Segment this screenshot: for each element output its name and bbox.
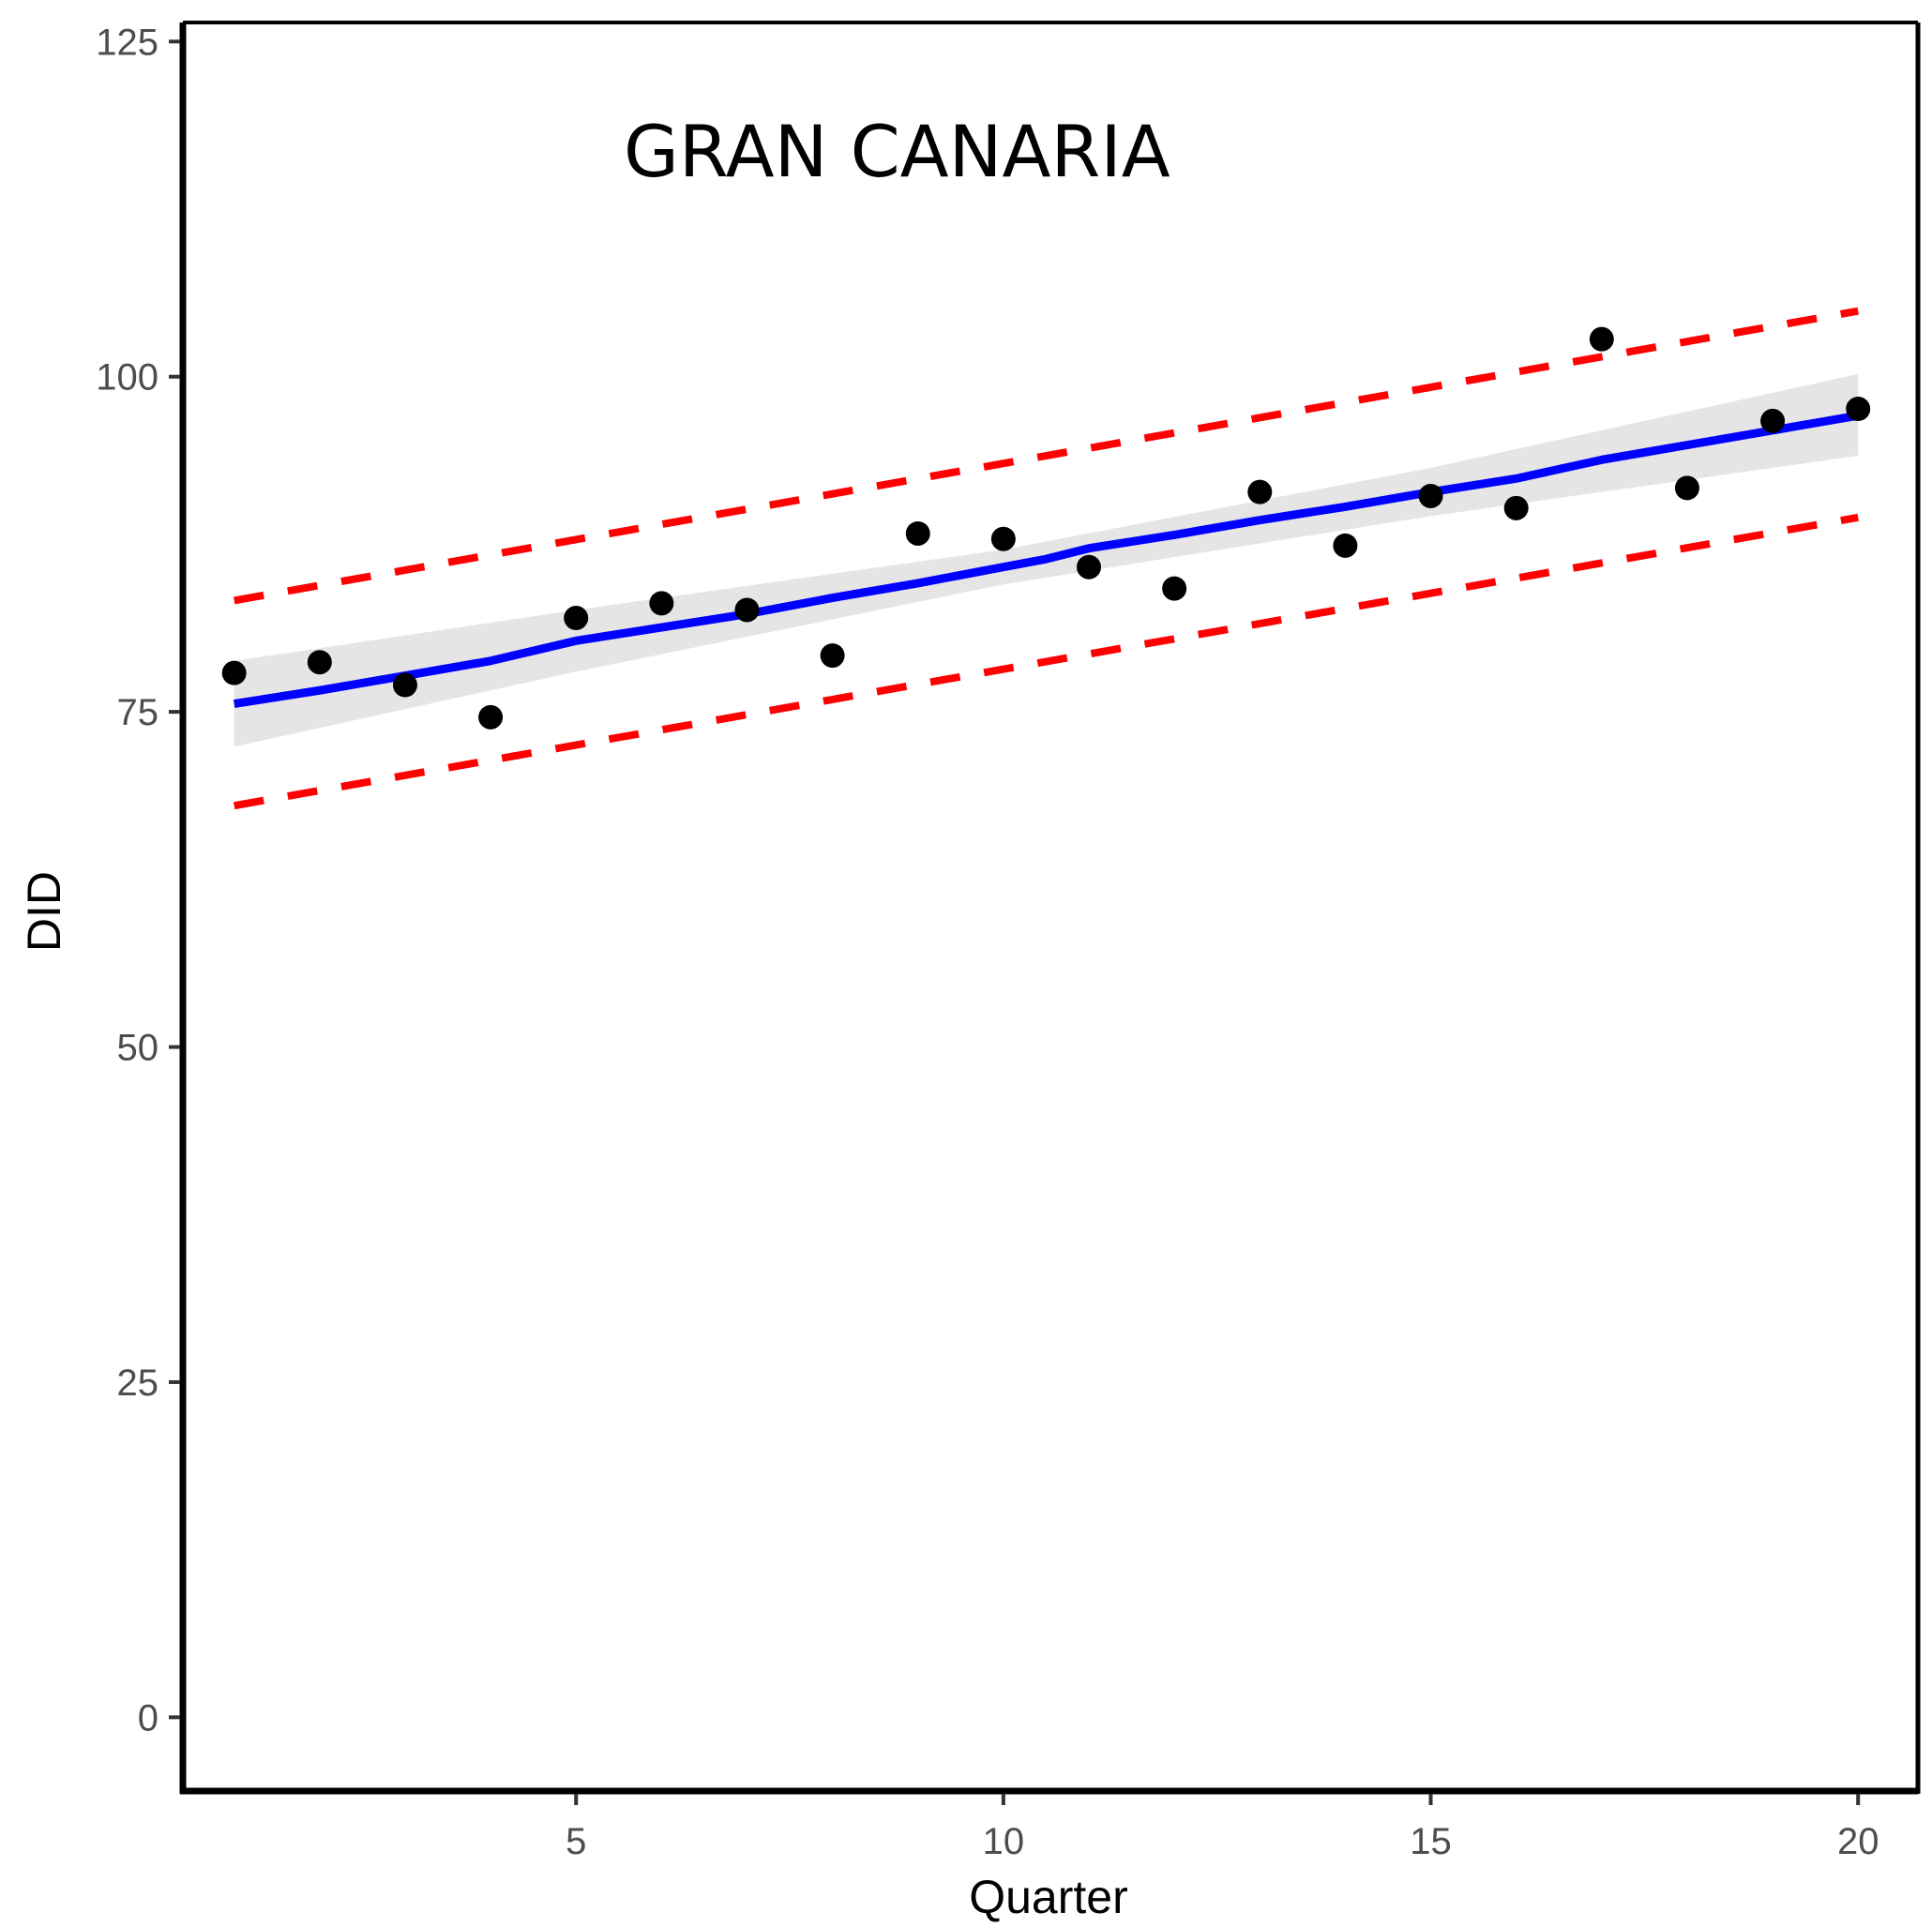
- y-tick-label: 50: [117, 1028, 159, 1069]
- data-point: [1589, 326, 1614, 352]
- data-points-layer: [221, 326, 1871, 730]
- data-point: [1674, 475, 1699, 501]
- fit-line: [233, 411, 1859, 708]
- x-tick-label: 10: [983, 1821, 1025, 1862]
- data-point: [1503, 495, 1529, 520]
- data-point: [1162, 576, 1187, 601]
- y-tick-label: 125: [96, 22, 158, 63]
- axes-layer: [179, 21, 1921, 1795]
- data-point: [478, 704, 504, 730]
- data-point: [307, 650, 332, 675]
- data-point: [221, 660, 247, 685]
- data-point: [734, 597, 760, 623]
- x-tick-label: 20: [1837, 1821, 1879, 1862]
- chart-annotation: GRAN CANARIA: [624, 110, 1170, 193]
- y-tick-label: 75: [117, 692, 159, 733]
- x-tick-label: 15: [1410, 1821, 1452, 1862]
- y-ticks-layer: 0 25 50 75 100 125: [96, 22, 180, 1739]
- data-point: [392, 672, 417, 698]
- data-point: [990, 526, 1016, 551]
- data-point: [1418, 483, 1443, 508]
- data-point: [905, 520, 930, 546]
- x-tick-label: 5: [566, 1821, 586, 1862]
- x-ticks-layer: 5 10 15 20: [566, 1794, 1879, 1862]
- y-tick-label: 0: [138, 1697, 158, 1739]
- data-point: [1247, 479, 1273, 504]
- data-point: [649, 591, 674, 616]
- y-axis-title: DID: [18, 871, 70, 952]
- data-point: [1077, 554, 1102, 580]
- data-point: [564, 606, 589, 631]
- data-point: [1846, 397, 1871, 422]
- data-point: [1333, 533, 1358, 558]
- fit-line-layer: [233, 411, 1859, 708]
- y-tick-label: 100: [96, 357, 158, 399]
- data-point: [1760, 408, 1786, 433]
- x-axis-title: Quarter: [969, 1871, 1128, 1923]
- prediction-interval-layer: [233, 307, 1859, 810]
- y-tick-label: 25: [117, 1362, 159, 1404]
- lower-prediction-line: [233, 513, 1859, 810]
- upper-prediction-line: [233, 307, 1859, 605]
- data-point: [820, 643, 845, 669]
